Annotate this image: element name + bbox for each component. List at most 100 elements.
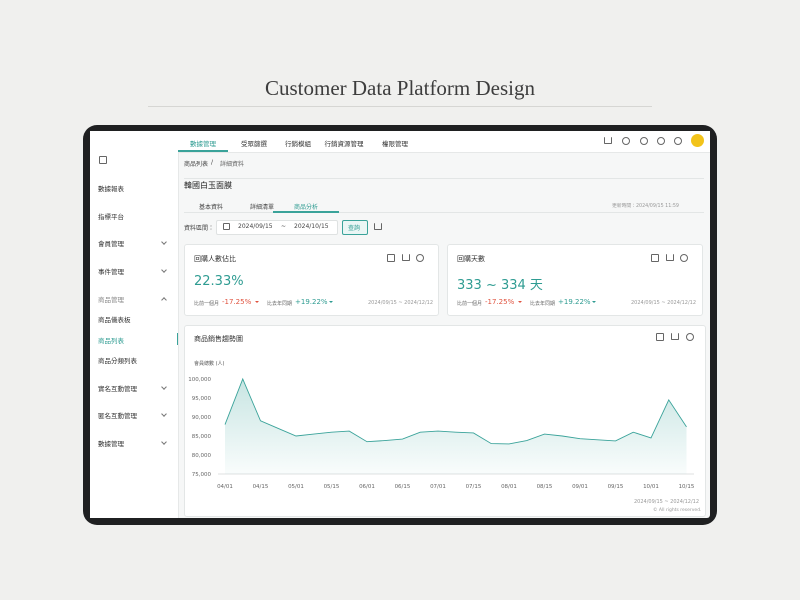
card-range: 2024/09/15 ~ 2024/12/12 (631, 300, 697, 306)
line (224, 377, 687, 445)
sidebar-item[interactable]: 實名互動管理 (98, 385, 137, 393)
calendar-icon[interactable] (656, 333, 664, 341)
down-arrow (518, 301, 522, 305)
x-tick-label: 07/15 (466, 484, 482, 490)
date-separator: ~ (281, 223, 287, 230)
y-tick-label: 90,000 (192, 415, 212, 421)
card-title: 回購人數佔比 (194, 255, 236, 263)
query-label[interactable]: 查詢 (348, 225, 361, 232)
y-axis-label: 會員總數 (人) (194, 361, 225, 367)
area (225, 379, 687, 474)
tab[interactable]: 商品分析 (293, 204, 319, 211)
nav-underline (178, 150, 228, 152)
nav-item[interactable]: 數據管理 (190, 140, 216, 148)
chart: 75,000 80,000 85,000 90,000 95,000 100,000 04/… (188, 377, 695, 490)
avatar[interactable] (691, 134, 704, 147)
x-tick-label: 07/01 (430, 484, 446, 490)
breadcrumb: 詳細資料 (220, 161, 245, 168)
y-tick-label: 100,000 (188, 377, 211, 383)
date-range-input[interactable] (216, 220, 338, 235)
tab-underline (273, 211, 339, 213)
sidebar-item[interactable]: 商品分類列表 (98, 357, 137, 365)
x-tick-label: 05/01 (288, 484, 304, 490)
info-icon[interactable] (640, 137, 648, 145)
x-tick-label: 06/01 (359, 484, 375, 490)
x-tick-label: 10/15 (679, 484, 695, 490)
down-arrow (329, 301, 333, 305)
y-tick-label: 75,000 (192, 472, 212, 478)
info-icon[interactable] (686, 333, 694, 341)
footer: © All rights reserved. (653, 508, 702, 513)
x-tick-label: 04/15 (253, 484, 269, 490)
download-icon[interactable] (402, 254, 410, 261)
compare-value: +19.22% (295, 298, 328, 306)
card-title: 回購天數 (457, 255, 485, 263)
down-arrow (592, 301, 596, 305)
sidebar-item[interactable]: 商品儀表板 (98, 316, 131, 324)
sidebar (90, 152, 179, 518)
sidebar-item[interactable]: 數據報表 (98, 185, 124, 193)
info-icon[interactable] (657, 137, 665, 145)
x-tick-label: 08/01 (501, 484, 517, 490)
top-bar (90, 131, 710, 153)
download-icon[interactable] (604, 137, 612, 144)
nav-item[interactable]: 行銷資源管理 (324, 140, 364, 148)
settings-icon[interactable] (622, 137, 630, 145)
x-tick-label: 10/01 (643, 484, 659, 490)
x-tick-label: 09/15 (608, 484, 624, 490)
tab[interactable]: 基本資料 (198, 204, 224, 211)
sidebar-item[interactable]: 匿名互動管理 (98, 412, 137, 420)
compare-value: -17.25% (485, 298, 515, 306)
metric-card (447, 244, 703, 316)
divider (148, 106, 652, 107)
y-tick-label: 95,000 (192, 396, 212, 402)
nav-item[interactable]: 權限管理 (382, 140, 408, 148)
sidebar-item[interactable]: 事件管理 (98, 268, 124, 276)
download-icon[interactable] (671, 333, 679, 340)
info-icon[interactable] (680, 254, 688, 262)
breadcrumb: 商品列表 (184, 161, 209, 168)
divider (184, 178, 704, 179)
nav-item[interactable]: 受眾篩選 (241, 140, 267, 148)
chart-title: 商品銷售趨勢圖 (194, 335, 243, 343)
x-tick-label: 08/15 (537, 484, 553, 490)
help-icon[interactable] (674, 137, 682, 145)
download-icon[interactable] (666, 254, 674, 261)
date-start: 2024/09/15 (238, 223, 273, 230)
sidebar-item[interactable]: 會員管理 (98, 240, 124, 248)
tab-divider (184, 212, 704, 213)
sidebar-item[interactable]: 數據管理 (98, 440, 124, 448)
breadcrumb-separator: / (211, 159, 214, 166)
sidebar-toggle[interactable] (99, 156, 107, 164)
product-name: 韓國白玉面膜 (184, 181, 232, 190)
x-tick-label: 05/15 (324, 484, 340, 490)
page-title: Customer Data Platform Design (264, 76, 536, 100)
sidebar-item[interactable]: 商品管理 (98, 296, 124, 304)
y-tick-label: 85,000 (192, 434, 212, 440)
y-tick-label: 80,000 (192, 453, 212, 459)
download-icon[interactable] (374, 223, 382, 230)
filter-label: 資料區間： (184, 225, 215, 232)
x-tick-label: 09/01 (572, 484, 588, 490)
nav-item[interactable]: 行銷模組 (285, 140, 311, 148)
compare-value: -17.25% (222, 298, 252, 306)
card-value: 22.33% (194, 274, 244, 289)
card-value: 333 ~ 334 天 (457, 278, 543, 293)
query-button[interactable] (342, 220, 368, 235)
chart-card (184, 325, 706, 517)
calendar-icon[interactable] (651, 254, 659, 262)
calendar-icon[interactable] (387, 254, 395, 262)
chart-date-range: 2024/09/15 ~ 2024/12/12 (634, 499, 700, 505)
compare-label: 比去年同期 (267, 301, 293, 307)
compare-label: 比前一個月 (457, 301, 483, 307)
down-arrow (255, 301, 259, 305)
compare-label: 比前一個月 (194, 301, 220, 307)
info-icon[interactable] (416, 254, 424, 262)
tab[interactable]: 詳細清單 (249, 204, 275, 211)
sidebar-item[interactable]: 商品列表 (98, 337, 124, 345)
metric-card (184, 244, 439, 316)
calendar-icon (223, 223, 230, 230)
x-tick-label: 06/15 (395, 484, 411, 490)
sidebar-item[interactable]: 指標平台 (98, 213, 124, 221)
